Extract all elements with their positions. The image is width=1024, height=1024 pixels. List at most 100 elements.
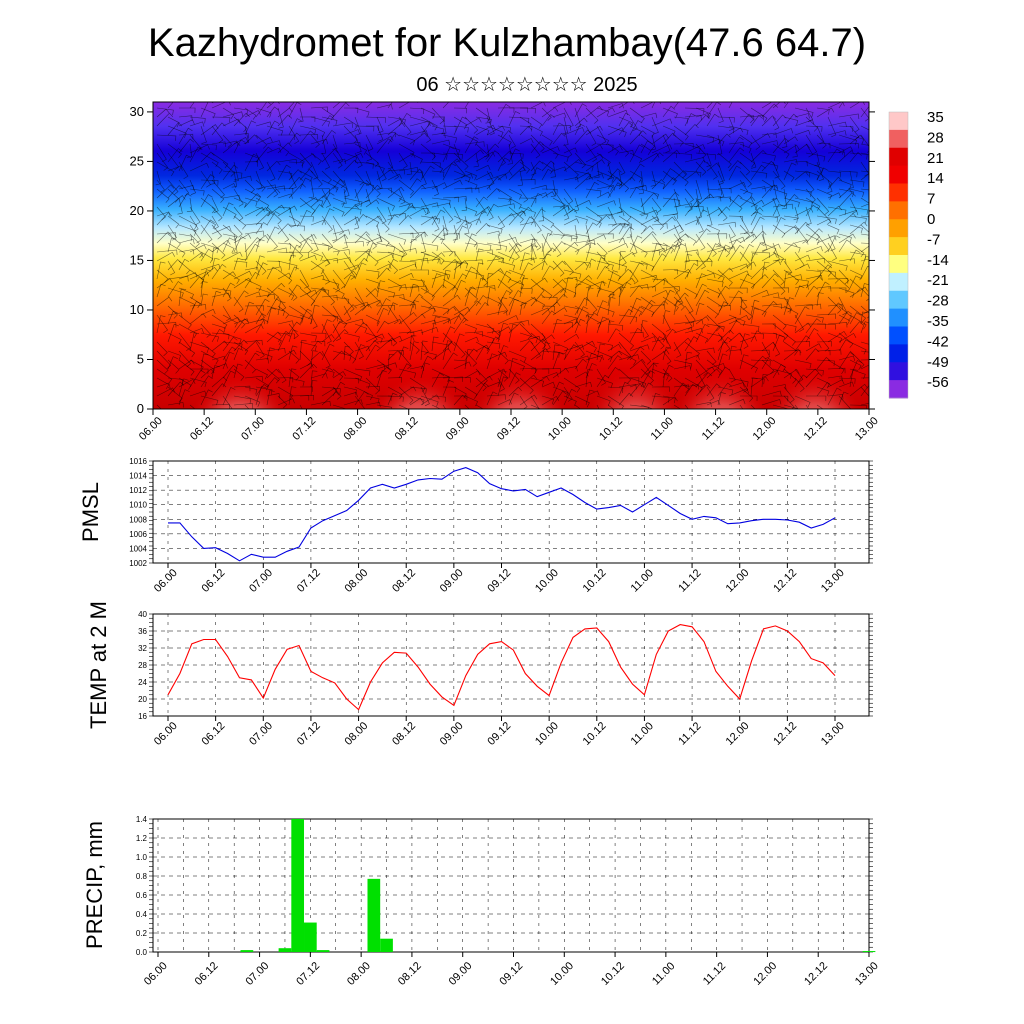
wind-barb <box>794 263 810 271</box>
wind-barb <box>860 242 869 244</box>
wind-barb <box>255 350 273 362</box>
wind-barb <box>827 287 847 293</box>
wind-barb <box>387 188 403 202</box>
wind-barb <box>618 143 630 157</box>
precip-bar <box>278 948 292 952</box>
wind-barb <box>310 289 326 307</box>
wind-barb <box>343 142 361 148</box>
wind-barb <box>475 302 490 316</box>
x-tick-label: 09.12 <box>485 567 513 595</box>
wind-barb <box>607 293 616 307</box>
wind-barb <box>794 207 814 217</box>
wind-barb <box>783 296 793 313</box>
wind-barb <box>629 186 641 199</box>
x-tick-label: 06.12 <box>200 567 228 595</box>
wind-barb <box>200 143 217 151</box>
wind-barb <box>189 244 207 253</box>
wind-barb <box>728 136 744 154</box>
colorbar-label: 7 <box>927 191 935 208</box>
wind-barb <box>365 236 383 244</box>
wind-barb <box>442 352 458 370</box>
wind-barb <box>156 249 178 255</box>
wind-barb <box>750 332 764 340</box>
wind-barb <box>585 125 603 136</box>
wind-barb <box>376 161 387 182</box>
wind-barb <box>211 161 223 174</box>
y-tick-label: 20 <box>130 203 144 218</box>
wind-barb <box>860 203 869 208</box>
wind-barb <box>695 161 707 176</box>
wind-barb <box>849 314 867 330</box>
wind-barb <box>497 197 512 205</box>
wind-barb <box>629 331 644 338</box>
wind-barb <box>717 329 734 343</box>
wind-barb <box>739 134 753 148</box>
wind-barb <box>277 251 295 258</box>
wind-barb <box>541 168 553 181</box>
wind-barb <box>750 186 766 192</box>
y-tick-label: 1002 <box>129 559 147 568</box>
y-tick-label: 5 <box>137 351 144 366</box>
wind-barb <box>541 395 555 405</box>
wind-barb <box>376 135 394 145</box>
x-tick-label: 12.00 <box>724 567 752 595</box>
wind-barb <box>739 333 750 352</box>
wind-barb <box>827 379 845 388</box>
wind-barb <box>794 374 808 388</box>
wind-barb <box>838 381 855 388</box>
wind-barb <box>442 285 459 298</box>
wind-barb <box>387 332 398 347</box>
wind-barb <box>860 402 869 406</box>
wind-barb <box>827 242 838 261</box>
wind-barb <box>827 121 847 128</box>
wind-barb <box>453 377 471 383</box>
wind-barb <box>409 258 429 264</box>
y-tick-label: 40 <box>138 610 147 619</box>
wind-barb <box>376 404 393 409</box>
wind-barb <box>156 143 167 163</box>
wind-barb <box>507 143 513 165</box>
wind-barb <box>376 304 395 311</box>
wind-barb <box>761 399 782 406</box>
wind-barb <box>178 378 196 388</box>
wind-barb <box>233 318 249 334</box>
wind-barb <box>321 305 337 323</box>
wind-barb <box>431 305 450 315</box>
wind-barb <box>189 252 204 262</box>
wind-barb <box>189 116 206 124</box>
wind-barb <box>442 134 457 143</box>
wind-barb <box>695 401 712 408</box>
wind-barb <box>519 359 538 375</box>
x-tick-label: 07.12 <box>290 415 318 443</box>
wind-barb <box>574 283 582 298</box>
wind-barb <box>827 269 839 284</box>
wind-barb <box>728 263 749 271</box>
wind-barb <box>365 102 373 109</box>
wind-barb <box>805 134 818 155</box>
wind-barb <box>365 242 378 262</box>
wind-barb <box>684 383 698 397</box>
wind-barb <box>288 244 302 262</box>
wind-barb <box>772 314 787 330</box>
wind-barb <box>794 107 814 118</box>
wind-barb <box>211 355 226 362</box>
wind-barb <box>673 287 684 306</box>
wind-barb <box>178 185 195 191</box>
wind-barb <box>354 179 375 191</box>
wind-barb <box>596 251 610 269</box>
wind-barb <box>189 359 204 372</box>
colorbar-label: -35 <box>927 313 949 330</box>
wind-barb <box>178 215 198 230</box>
wind-barb <box>728 127 744 136</box>
x-tick-label: 10.00 <box>533 720 561 748</box>
wind-barb <box>629 269 639 285</box>
wind-barb <box>288 323 299 339</box>
wind-barb <box>706 314 721 332</box>
wind-barb <box>585 389 595 406</box>
warm-core-shade <box>192 339 288 409</box>
wind-barb <box>266 106 279 118</box>
wind-barb <box>353 215 360 230</box>
wind-barb <box>409 300 420 316</box>
wind-barb <box>277 187 294 194</box>
